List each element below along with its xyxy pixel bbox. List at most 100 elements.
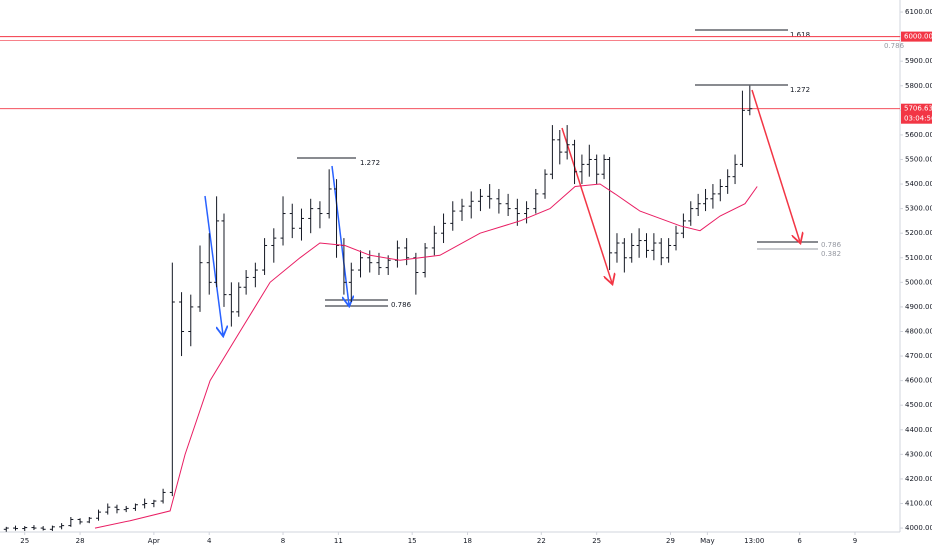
ohlc-bar (404, 238, 410, 266)
ohlc-bar (228, 282, 234, 327)
ohlc-bar (105, 503, 111, 515)
fib-label: 1.618 (790, 31, 810, 39)
countdown-label: 03:04:56 (904, 115, 932, 123)
ohlc-bar (280, 196, 286, 246)
ohlc-bar (680, 213, 686, 239)
y-tick-label: 4000.00 (905, 524, 932, 532)
time-label: 13:00 (744, 537, 764, 545)
ohlc-bar (703, 188, 709, 212)
y-tick-label: 5100.00 (905, 254, 932, 262)
ohlc-bar (221, 213, 227, 307)
ohlc-bar (710, 184, 716, 209)
fib-lines (297, 29, 818, 307)
ohlc-bar (3, 526, 9, 532)
ohlc-bar (367, 250, 373, 273)
ohlc-bar (607, 157, 613, 271)
ohlc-bar (132, 503, 138, 511)
x-tick-label: 6 (797, 537, 802, 545)
ohlc-bar (717, 179, 723, 202)
ohlc-bar (586, 144, 592, 177)
ohlc-bar (459, 198, 465, 221)
fib-label: 1.272 (790, 86, 810, 94)
x-tick-label: 29 (666, 537, 675, 545)
ohlc-bar (636, 228, 642, 258)
ohlc-bar (308, 198, 314, 234)
ohlc-bar (86, 517, 92, 524)
ohlc-bar (477, 188, 483, 212)
x-tick-label: May (700, 537, 714, 545)
ohlc-bar (298, 208, 304, 241)
ohlc-bar (160, 488, 166, 504)
ohlc-bar (358, 250, 364, 278)
ohlc-bar (96, 509, 102, 521)
ohlc-bar (179, 292, 185, 357)
ohlc-bar (206, 233, 212, 295)
y-tick-label: 5600.00 (905, 131, 932, 139)
ohlc-bar (572, 139, 578, 185)
fib-label: 0.382 (821, 250, 841, 258)
x-tick-label: 25 (20, 537, 29, 545)
y-tick-label: 5200.00 (905, 229, 932, 237)
price-box-label: 6000.00 (904, 33, 932, 41)
ohlc-bar (549, 125, 555, 180)
ohlc-bar (77, 518, 83, 525)
x-tick-label: 28 (76, 537, 85, 545)
ohlc-bar (151, 499, 157, 508)
ohlc-bar (188, 294, 194, 347)
ohlc-bar (422, 243, 428, 278)
fib-label: 0.786 (821, 241, 842, 249)
last-price-label: 5706.63 (904, 105, 932, 113)
ohlc-bar (557, 129, 563, 165)
arrow (561, 127, 612, 283)
ohlc-bar (579, 154, 585, 185)
ohlc-bar (695, 193, 701, 216)
fib-label: 0.786 (884, 42, 905, 50)
ohlc-bar (169, 262, 175, 497)
ohlc-bar (114, 504, 120, 514)
x-tick-label: 4 (207, 537, 212, 545)
price-box (901, 103, 932, 124)
ohlc-bar (629, 233, 635, 263)
fib-label: 1.272 (360, 159, 380, 167)
ohlc-bar (262, 238, 268, 275)
ohlc-bar (142, 498, 148, 509)
ohlc-bar (487, 184, 493, 209)
ohlc-bar (40, 526, 46, 531)
ohlc-bar (236, 282, 242, 317)
ohlc-bar (68, 517, 74, 527)
ohlc-bar (643, 233, 649, 258)
y-tick-label: 5400.00 (905, 180, 932, 188)
ohlc-bar (688, 201, 694, 226)
arrow (751, 89, 800, 242)
ohlc-bar (468, 191, 474, 219)
moving-average (94, 183, 758, 529)
ohlc-bar (22, 526, 28, 532)
ohlc-bar (394, 240, 400, 268)
ohlc-bar (413, 252, 419, 295)
y-tick-label: 6100.00 (905, 8, 932, 16)
ohlc-bar (348, 262, 354, 302)
y-tick-label: 5500.00 (905, 155, 932, 163)
fib-label: 0.786 (391, 301, 412, 309)
ohlc-bar (658, 238, 664, 266)
ohlc-bar (739, 90, 745, 167)
ohlc-bar (31, 525, 37, 531)
arrow (204, 195, 223, 335)
ohlc-bar (271, 228, 277, 263)
y-tick-label: 5800.00 (905, 82, 932, 90)
ohlc-bar (59, 523, 65, 530)
y-tick-label: 4700.00 (905, 352, 932, 360)
y-tick-label: 4500.00 (905, 401, 932, 409)
ohlc-bar (732, 154, 738, 185)
ohlc-bar (725, 169, 731, 194)
time-box (742, 535, 767, 547)
y-tick-label: 4100.00 (905, 499, 932, 507)
ohlc-bar (214, 196, 220, 288)
ohlc-bar (49, 525, 55, 532)
y-tick-label: 5300.00 (905, 205, 932, 213)
x-tick-label: 25 (592, 537, 601, 545)
ohlc-bar (651, 233, 657, 261)
y-tick-label: 4900.00 (905, 303, 932, 311)
